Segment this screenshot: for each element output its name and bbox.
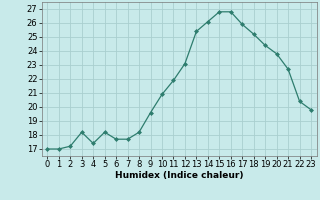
X-axis label: Humidex (Indice chaleur): Humidex (Indice chaleur) [115,171,244,180]
